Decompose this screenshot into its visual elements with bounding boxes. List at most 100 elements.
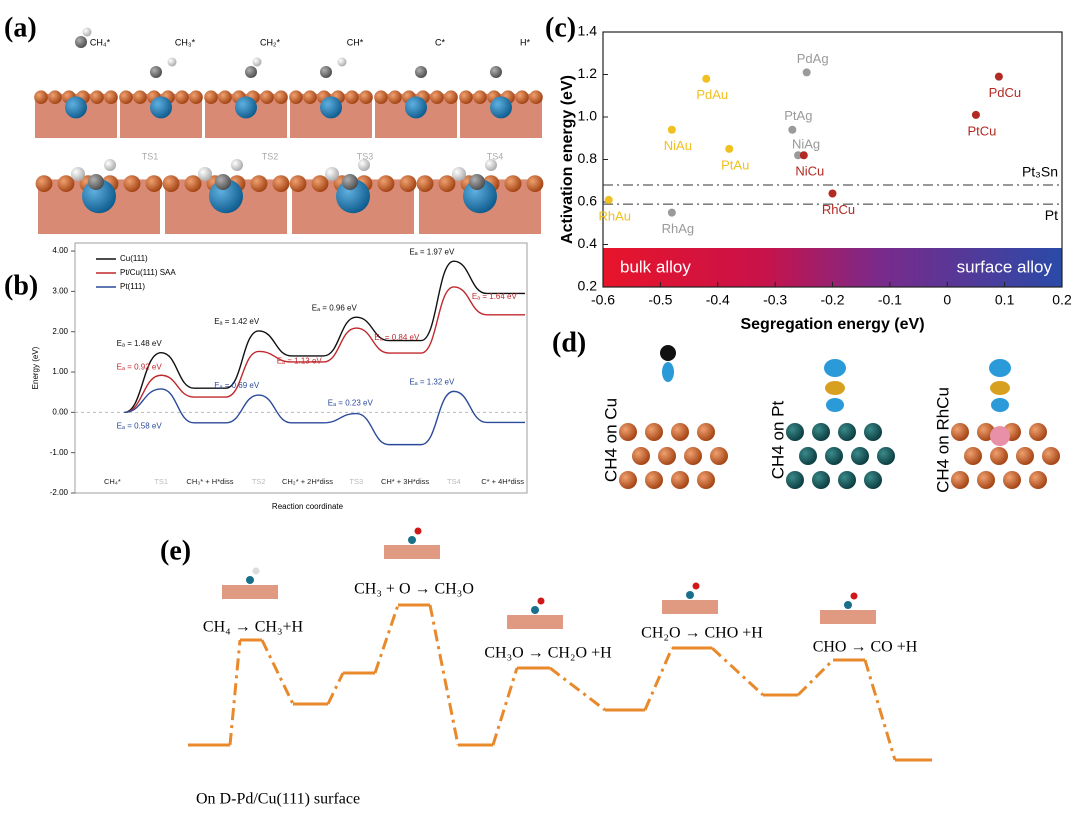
mini-atom — [531, 606, 539, 614]
reference-label: Pt₃Sn — [1022, 164, 1058, 180]
cu-atom — [529, 90, 543, 104]
point — [802, 68, 811, 77]
cu-atom — [175, 90, 189, 104]
cu-atom — [289, 175, 307, 193]
step-label: CH₄ → CH₃+H — [203, 619, 304, 636]
density — [824, 359, 846, 377]
y-tick-label: 1.4 — [578, 23, 598, 39]
atom — [485, 159, 497, 171]
mini-atom — [537, 597, 545, 605]
cu-atom — [374, 90, 388, 104]
band-label: bulk alloy — [620, 257, 691, 276]
panel-label: (a) — [4, 12, 37, 43]
connector — [549, 666, 606, 712]
slab-image — [374, 90, 458, 138]
step-label: CH₃ + O → CH₃O — [354, 581, 474, 598]
atom — [325, 167, 339, 181]
slab-atom — [1016, 447, 1034, 465]
metal-atom — [405, 96, 427, 119]
ts-label: TS2 — [262, 151, 279, 161]
cu-atom — [526, 175, 544, 193]
point — [788, 125, 797, 134]
connector — [796, 658, 835, 697]
plot-frame — [74, 242, 528, 494]
mini-atom — [408, 536, 416, 544]
metal-atom — [320, 96, 342, 119]
cu-atom — [34, 90, 48, 104]
slab-atom — [632, 447, 650, 465]
step-label: CH₂O → CHO +H — [641, 625, 763, 642]
cu-atom — [133, 90, 147, 104]
slab-atom — [990, 447, 1008, 465]
cu-atom — [515, 90, 529, 104]
species-label: CH₄* — [90, 37, 111, 47]
panel-label: (c) — [545, 12, 576, 43]
cu-atom — [272, 175, 290, 193]
connector — [326, 672, 345, 705]
point — [667, 208, 676, 217]
barrier-label: Eₐ = 1.13 eV — [277, 357, 323, 366]
x-tick-label: -0.4 — [706, 292, 730, 308]
connector — [428, 604, 460, 746]
carbon — [660, 345, 676, 361]
x-tick-label: TS4 — [447, 477, 461, 486]
y-axis-label: Energy (eV) — [31, 346, 40, 389]
x-tick-label: CH₂* + 2H*diss — [282, 477, 333, 486]
cu-atom — [123, 175, 141, 193]
cu-atom — [459, 90, 473, 104]
connector — [491, 667, 519, 746]
band-label: surface alloy — [957, 257, 1053, 276]
ts-label: TS1 — [142, 151, 159, 161]
x-tick-label: -0.1 — [878, 292, 902, 308]
slab-atom — [964, 447, 982, 465]
x-tick-label: -0.6 — [591, 292, 615, 308]
cu-atom — [377, 175, 395, 193]
slab-atom — [951, 423, 969, 441]
slab-image — [204, 90, 288, 138]
cu-atom — [145, 175, 163, 193]
cu-atom — [260, 90, 274, 104]
y-tick-label: -2.00 — [50, 488, 69, 497]
point-label: RhAu — [598, 208, 631, 223]
x-axis-label: Reaction coordinate — [272, 502, 344, 511]
slab-atom — [838, 471, 856, 489]
panel-label: (b) — [4, 270, 38, 301]
y-axis-label: Activation energy (eV) — [559, 75, 576, 244]
atom — [337, 57, 347, 67]
mini-slab — [384, 545, 440, 559]
cu-atom — [444, 90, 458, 104]
slab-image — [289, 90, 373, 138]
barrier-label: Eₐ = 0.58 eV — [117, 421, 163, 430]
point — [971, 110, 980, 119]
density — [991, 398, 1009, 412]
slab-atom — [684, 447, 702, 465]
atom — [75, 36, 87, 48]
y-tick-label: -1.00 — [50, 448, 69, 457]
metal-atom — [150, 96, 172, 119]
panel-d-caption: CH4 on RhCu — [933, 387, 952, 493]
connector — [710, 646, 765, 697]
slab-image — [34, 90, 118, 138]
slab-atom — [619, 471, 637, 489]
cu-atom — [345, 90, 359, 104]
slab-image — [459, 90, 543, 138]
x-tick-label: TS2 — [252, 477, 266, 486]
y-tick-label: 0.8 — [578, 150, 598, 166]
x-tick-label: TS1 — [154, 477, 168, 486]
panel-d-caption: CH4 on Cu — [601, 398, 620, 482]
slab-atom — [812, 471, 830, 489]
panel-label: (d) — [552, 327, 586, 358]
x-tick-label: -0.5 — [648, 292, 672, 308]
slab-atom — [864, 423, 882, 441]
slab-atom — [697, 471, 715, 489]
y-tick-label: 0.6 — [578, 193, 598, 209]
mini-slab — [222, 585, 278, 599]
density — [662, 362, 674, 382]
alloy-band — [603, 248, 1062, 287]
point-label: RhCu — [822, 202, 855, 217]
cu-atom — [303, 90, 317, 104]
x-tick-label: 0.1 — [995, 292, 1015, 308]
cu-atom — [416, 175, 434, 193]
atom — [245, 66, 257, 78]
cu-atom — [184, 175, 202, 193]
